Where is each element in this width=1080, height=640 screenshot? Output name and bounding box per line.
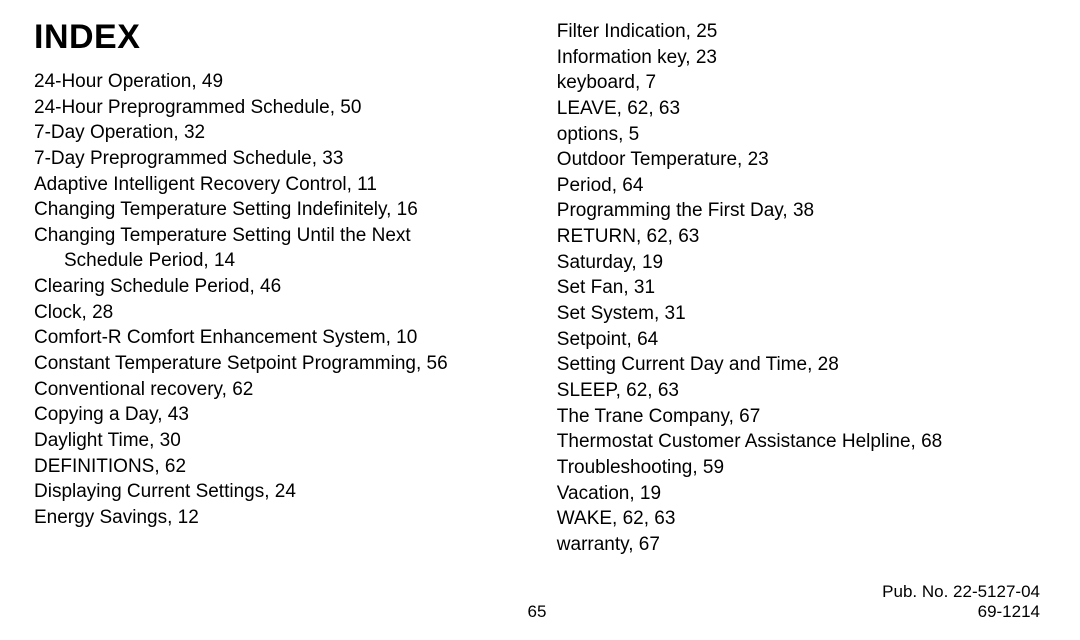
index-entry: Conventional recovery, 62: [34, 377, 547, 403]
index-entry: options, 5: [557, 122, 1040, 148]
index-entry: Comfort-R Comfort Enhancement System, 10: [34, 325, 547, 351]
index-entry: keyboard, 7: [557, 70, 1040, 96]
index-entry: Copying a Day, 43: [34, 402, 547, 428]
index-entry: Schedule Period, 14: [34, 248, 547, 274]
index-entry: Setting Current Day and Time, 28: [557, 352, 1040, 378]
index-entry: Vacation, 19: [557, 481, 1040, 507]
index-entry: Filter Indication, 25: [557, 19, 1040, 45]
index-entry: Saturday, 19: [557, 250, 1040, 276]
index-columns: 24-Hour Operation, 4924-Hour Preprogramm…: [34, 69, 1040, 557]
index-entry: The Trane Company, 67: [557, 404, 1040, 430]
page-number: 65: [528, 602, 547, 622]
page-footer: Pub. No. 22-5127-04 65 69-1214: [0, 582, 1080, 624]
index-column-left: 24-Hour Operation, 4924-Hour Preprogramm…: [34, 69, 547, 557]
index-entry: Clearing Schedule Period, 46: [34, 274, 547, 300]
index-entry: WAKE, 62, 63: [557, 506, 1040, 532]
index-entry: Programming the First Day, 38: [557, 198, 1040, 224]
index-entry: 7-Day Operation, 32: [34, 120, 547, 146]
index-entry: RETURN, 62, 63: [557, 224, 1040, 250]
index-entry: Clock, 28: [34, 300, 547, 326]
index-entry: Outdoor Temperature, 23: [557, 147, 1040, 173]
index-entry: SLEEP, 62, 63: [557, 378, 1040, 404]
index-entry: Thermostat Customer Assistance Helpline,…: [557, 429, 1040, 455]
doc-number: 69-1214: [978, 602, 1040, 622]
index-entry: 24-Hour Operation, 49: [34, 69, 547, 95]
index-entry: Period, 64: [557, 173, 1040, 199]
index-entry: LEAVE, 62, 63: [557, 96, 1040, 122]
index-entry: 24-Hour Preprogrammed Schedule, 50: [34, 95, 547, 121]
index-entry: Daylight Time, 30: [34, 428, 547, 454]
index-entry: 7-Day Preprogrammed Schedule, 33: [34, 146, 547, 172]
index-entry: Energy Savings, 12: [34, 505, 547, 531]
index-entry: Constant Temperature Setpoint Programmin…: [34, 351, 547, 377]
index-entry: DEFINITIONS, 62: [34, 454, 547, 480]
pub-number: Pub. No. 22-5127-04: [34, 582, 1040, 602]
index-entry: Changing Temperature Setting Indefinitel…: [34, 197, 547, 223]
index-entry: Changing Temperature Setting Until the N…: [34, 223, 547, 249]
index-entry: Set System, 31: [557, 301, 1040, 327]
index-entry: Displaying Current Settings, 24: [34, 479, 547, 505]
index-column-right: Filter Indication, 25Information key, 23…: [557, 19, 1040, 557]
index-entry: Troubleshooting, 59: [557, 455, 1040, 481]
index-entry: Set Fan, 31: [557, 275, 1040, 301]
index-entry: Adaptive Intelligent Recovery Control, 1…: [34, 172, 547, 198]
index-entry: Information key, 23: [557, 45, 1040, 71]
index-entry: warranty, 67: [557, 532, 1040, 558]
index-entry: Setpoint, 64: [557, 327, 1040, 353]
